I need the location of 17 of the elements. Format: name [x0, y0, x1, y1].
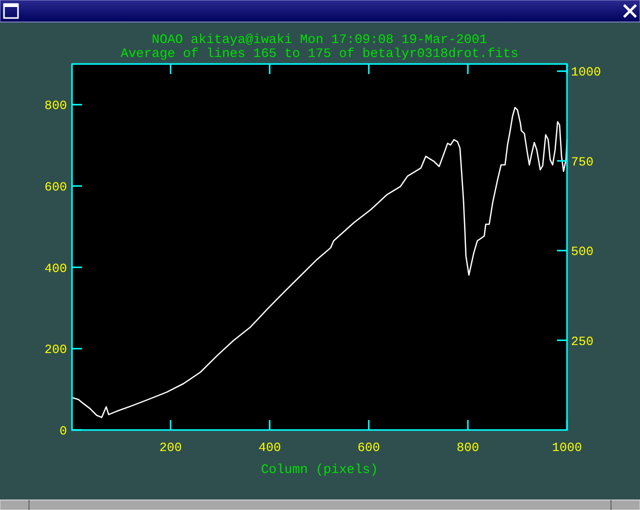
y-tick-label: 400	[44, 262, 67, 276]
y-tick-label: 0	[59, 424, 67, 438]
y-tick-label: 800	[44, 99, 67, 114]
y2-tick-label: 1000	[571, 66, 602, 80]
x-tick-label: 1000	[552, 441, 582, 455]
chart-title: NOAO akitaya@iwaki Mon 17:09:08 19-Mar-2001	[152, 32, 488, 47]
x-tick-label: 200	[159, 441, 182, 455]
x-axis-title: Column (pixels)	[260, 462, 378, 477]
x-tick-label: 800	[456, 441, 480, 455]
chart-subtitle: Average of lines 165 to 175 of betalyr0318drot.fits	[120, 46, 518, 61]
y2-tick-label: 250	[571, 334, 594, 349]
y2-tick-label: 750	[571, 155, 594, 170]
y2-tick-label: 500	[571, 245, 594, 260]
x-tick-label: 600	[358, 441, 380, 455]
y-tick-label: 200	[44, 343, 67, 358]
x-tick-label: 400	[258, 441, 281, 455]
y-tick-label: 600	[44, 180, 67, 194]
